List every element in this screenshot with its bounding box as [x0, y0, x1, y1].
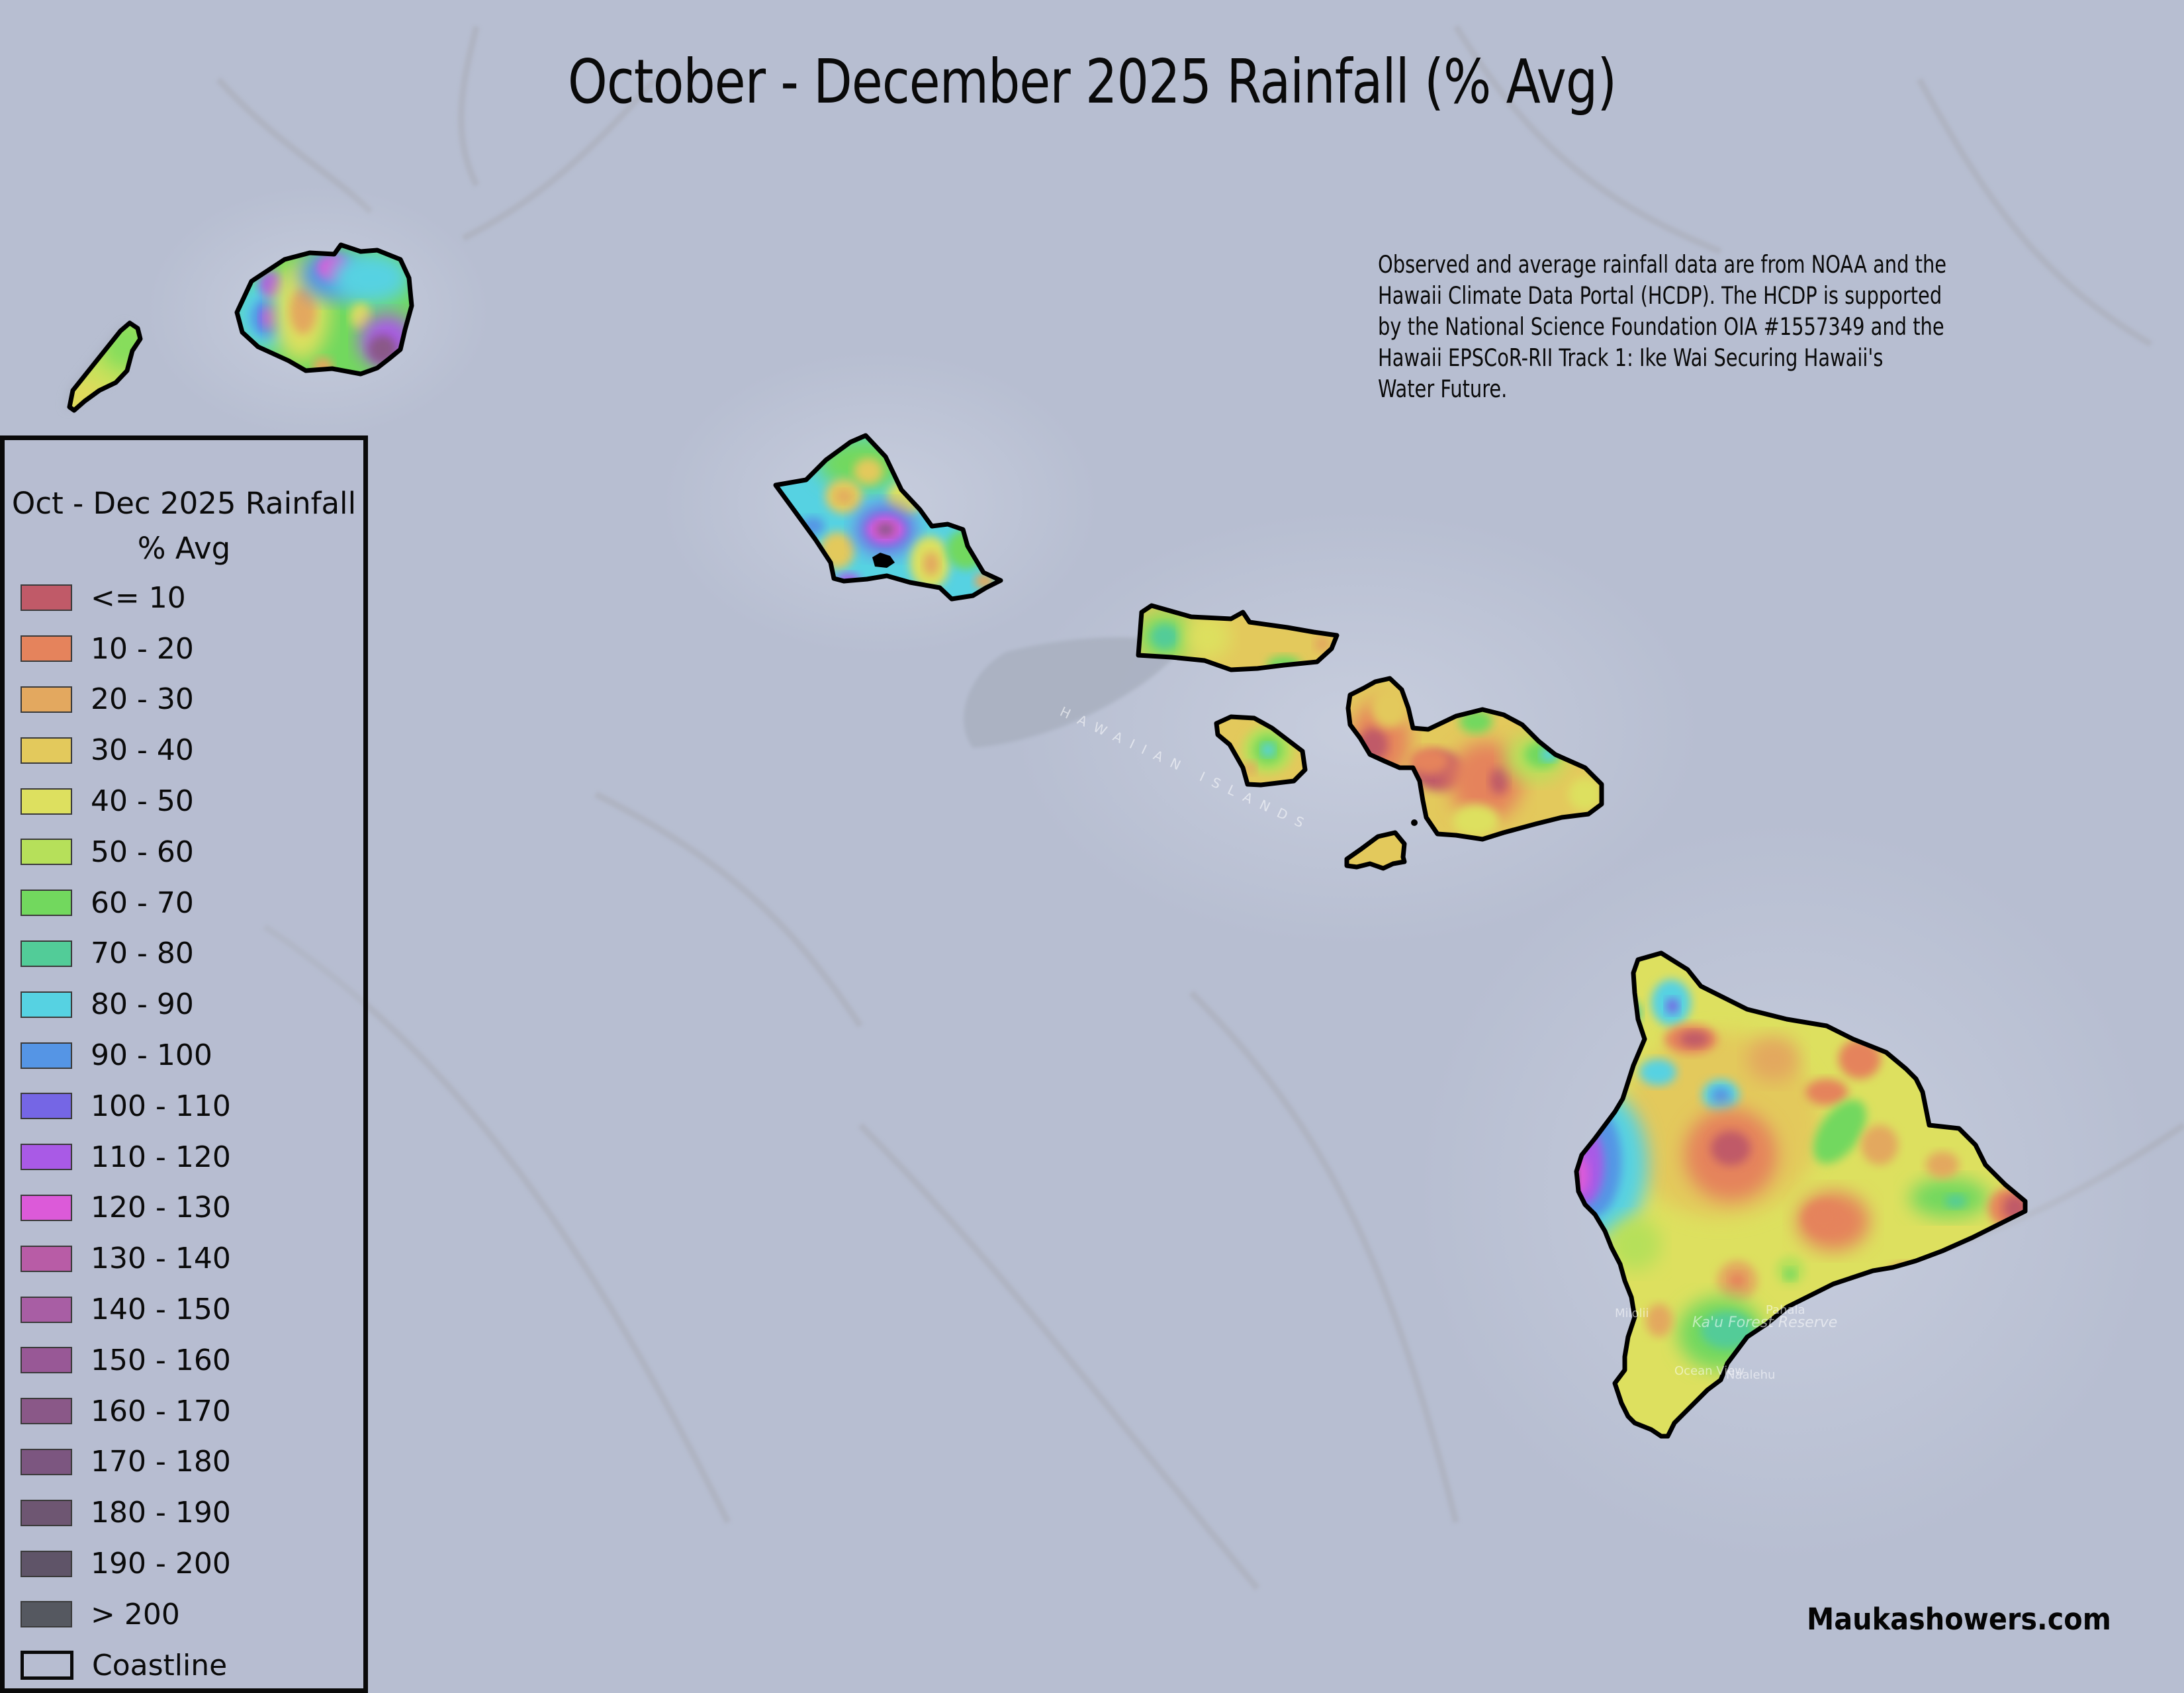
basemap-label-naalehu: Naalehu: [1726, 1368, 1775, 1382]
legend-label: 70 - 80: [91, 937, 194, 971]
legend-label: 190 - 200: [91, 1547, 231, 1581]
basemap-label-kau-forest: Ka'u Forest Reserve: [1692, 1314, 1837, 1331]
legend-item: 60 - 70: [21, 878, 231, 929]
legend-label: Coastline: [92, 1648, 228, 1682]
legend-swatch: [21, 1296, 72, 1323]
legend-swatch: [21, 686, 72, 713]
legend-item: > 200: [21, 1589, 231, 1640]
legend-label: <= 10: [91, 580, 186, 615]
legend-item: 30 - 40: [21, 725, 231, 776]
island-oahu[interactable]: [768, 430, 1006, 609]
legend-item: 190 - 200: [21, 1538, 231, 1589]
legend-swatch: [21, 1448, 72, 1475]
legend-label: 110 - 120: [91, 1140, 231, 1174]
data-source-note: Observed and average rainfall data are f…: [1378, 250, 1947, 403]
legend-item: 150 - 160: [21, 1335, 231, 1386]
legend-swatch: [21, 635, 72, 663]
island-kahoolawe[interactable]: [1343, 827, 1410, 874]
legend-item: 20 - 30: [21, 674, 231, 725]
legend-swatch: [21, 1245, 72, 1272]
legend-item: 10 - 20: [21, 623, 231, 674]
island-kauai[interactable]: [225, 238, 424, 384]
legend-swatch: [21, 890, 72, 917]
legend-item: 120 - 130: [21, 1183, 231, 1234]
map-title: October - December 2025 Rainfall (% Avg): [567, 46, 1617, 117]
basemap-label-ocean-view: Ocean View: [1674, 1364, 1745, 1378]
legend-swatch: [21, 584, 72, 612]
legend-item: <= 10: [21, 572, 231, 623]
legend-title: Oct - Dec 2025 Rainfall % Avg: [5, 481, 363, 571]
legend-label: 180 - 190: [91, 1496, 231, 1530]
legend-label: 40 - 50: [91, 784, 194, 819]
legend-item: 130 - 140: [21, 1233, 231, 1284]
legend-label: > 200: [91, 1597, 180, 1631]
legend-title-line2: % Avg: [137, 531, 231, 566]
legend-label: 170 - 180: [91, 1445, 231, 1479]
legend-swatch: [21, 737, 72, 764]
legend-item: 90 - 100: [21, 1030, 231, 1081]
legend-item: 70 - 80: [21, 929, 231, 980]
island-niihau[interactable]: [56, 311, 152, 417]
legend-item: 170 - 180: [21, 1437, 231, 1488]
legend-swatch: [21, 788, 72, 815]
legend: Oct - Dec 2025 Rainfall % Avg <= 10 10 -…: [0, 435, 368, 1693]
legend-swatch: [21, 1093, 72, 1120]
legend-swatch: [21, 940, 72, 967]
legend-item: 160 - 170: [21, 1386, 231, 1437]
legend-swatch: [21, 991, 72, 1018]
legend-label: 90 - 100: [91, 1038, 212, 1073]
legend-label: 120 - 130: [91, 1191, 231, 1225]
legend-items: <= 10 10 - 20 20 - 30 30 - 40 40 - 50 50…: [21, 572, 231, 1691]
legend-swatch: [21, 1042, 72, 1069]
island-hawaii[interactable]: Ka'u Forest Reserve Ocean View Naalehu P…: [1555, 946, 2032, 1449]
legend-label: 60 - 70: [91, 886, 194, 920]
basemap-label-milolii: Milolii: [1615, 1306, 1649, 1320]
legend-label: 160 - 170: [91, 1394, 231, 1428]
basemap-label-pahala: Pahala: [1766, 1303, 1805, 1317]
legend-label: 50 - 60: [91, 835, 194, 869]
legend-swatch: [21, 1144, 72, 1171]
legend-swatch: [21, 1499, 72, 1526]
legend-item: 110 - 120: [21, 1132, 231, 1183]
credit-link[interactable]: Maukashowers.com: [1807, 1602, 2111, 1637]
island-molokai[interactable]: [1132, 599, 1343, 675]
legend-item: 100 - 110: [21, 1081, 231, 1132]
legend-label: 10 - 20: [91, 631, 194, 666]
legend-label: 20 - 30: [91, 682, 194, 717]
legend-swatch: [21, 1194, 72, 1221]
island-lanai[interactable]: [1211, 711, 1310, 791]
legend-swatch: [21, 1398, 72, 1425]
legend-title-line1: Oct - Dec 2025 Rainfall: [11, 486, 357, 521]
legend-swatch: [21, 839, 72, 866]
legend-swatch: [21, 1601, 72, 1628]
legend-label: 30 - 40: [91, 733, 194, 768]
legend-label: 100 - 110: [91, 1089, 231, 1123]
coastline-swatch: [21, 1651, 73, 1680]
legend-label: 140 - 150: [91, 1293, 231, 1327]
legend-item: 180 - 190: [21, 1487, 231, 1538]
island-maui[interactable]: [1343, 675, 1608, 847]
legend-item: 50 - 60: [21, 827, 231, 878]
legend-item-coastline: Coastline: [21, 1640, 231, 1691]
legend-label: 80 - 90: [91, 987, 194, 1022]
legend-swatch: [21, 1347, 72, 1374]
legend-item: 80 - 90: [21, 979, 231, 1030]
legend-label: 130 - 140: [91, 1242, 231, 1276]
legend-item: 40 - 50: [21, 776, 231, 827]
legend-swatch: [21, 1550, 72, 1577]
legend-label: 150 - 160: [91, 1343, 231, 1377]
legend-item: 140 - 150: [21, 1284, 231, 1335]
